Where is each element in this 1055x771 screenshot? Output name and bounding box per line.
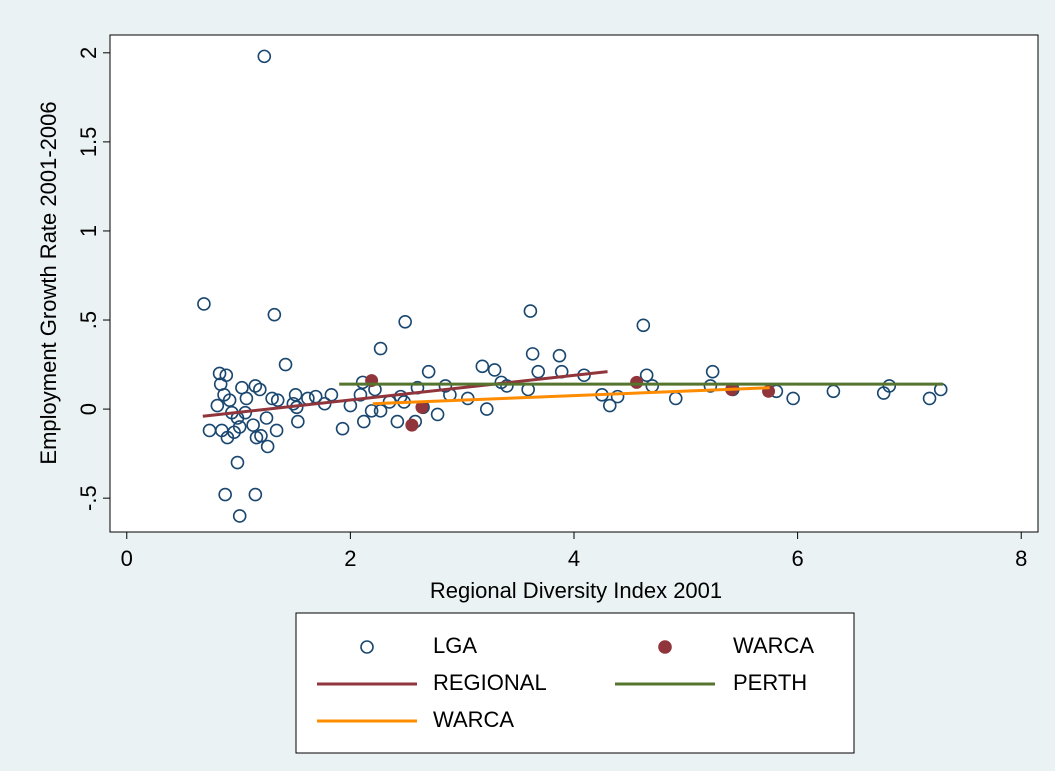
point: [257, 49, 272, 64]
x-tick-label: 6: [791, 546, 803, 571]
x-tick-label: 0: [121, 546, 133, 571]
point: [602, 398, 617, 413]
point: [487, 363, 502, 377]
point: [248, 487, 263, 502]
y-tick-label: 1.5: [76, 127, 101, 158]
point: [786, 391, 800, 406]
point: [703, 379, 718, 393]
legend-label: PERTH: [733, 670, 807, 695]
point: [232, 420, 247, 434]
fit-line: [372, 386, 770, 406]
plot-area: [109, 34, 1039, 533]
point: [222, 393, 237, 407]
point: [705, 364, 720, 379]
point: [212, 366, 227, 381]
point: [373, 341, 388, 356]
y-tick-label: -.5: [76, 485, 101, 511]
point: [398, 314, 412, 329]
point: [265, 391, 279, 406]
point: [210, 398, 225, 413]
point: [270, 393, 285, 407]
point: [523, 304, 538, 318]
legend-symbol: [658, 640, 672, 654]
point: [882, 379, 897, 393]
point: [218, 487, 232, 502]
point: [479, 402, 494, 416]
x-axis-title: Regional Diversity Index 2001: [430, 578, 722, 603]
point: [500, 379, 514, 393]
x-tick-label: 2: [344, 546, 356, 571]
point: [639, 368, 654, 383]
point: [267, 307, 282, 322]
point: [353, 388, 368, 402]
point: [405, 418, 419, 432]
point: [291, 414, 305, 429]
point: [232, 509, 247, 523]
x-tick-label: 4: [568, 546, 580, 571]
point: [246, 418, 260, 432]
point: [230, 455, 245, 470]
point: [239, 391, 254, 406]
point: [248, 379, 263, 393]
x-tick-label: 8: [1015, 546, 1027, 571]
y-tick-label: 1: [76, 225, 101, 237]
y-tick-label: .5: [76, 311, 101, 329]
point: [421, 364, 436, 379]
point: [357, 414, 371, 429]
y-axis-title: Employment Growth Rate 2001-2006: [36, 101, 61, 464]
fit-line: [202, 370, 608, 418]
point: [610, 389, 625, 404]
point: [269, 423, 284, 438]
point: [390, 414, 405, 429]
point: [552, 348, 567, 363]
point: [197, 297, 211, 311]
point: [286, 396, 301, 411]
legend-label: WARCA: [733, 633, 814, 658]
legend-label: REGIONAL: [433, 670, 547, 695]
point: [335, 421, 350, 436]
point: [630, 375, 644, 389]
point: [922, 391, 937, 406]
point: [364, 404, 379, 418]
point: [278, 357, 293, 372]
point: [253, 382, 267, 397]
point: [525, 347, 540, 361]
legend-label: LGA: [433, 633, 477, 658]
point: [259, 411, 274, 425]
legend-symbol: [360, 640, 374, 654]
point: [636, 318, 651, 333]
y-tick-label: 0: [76, 403, 101, 415]
y-tick-label: 2: [76, 47, 101, 59]
point: [260, 439, 275, 454]
point: [475, 359, 490, 374]
legend-label: WARCA: [433, 707, 514, 732]
point: [531, 364, 546, 379]
point: [249, 430, 264, 445]
point: [430, 407, 445, 422]
